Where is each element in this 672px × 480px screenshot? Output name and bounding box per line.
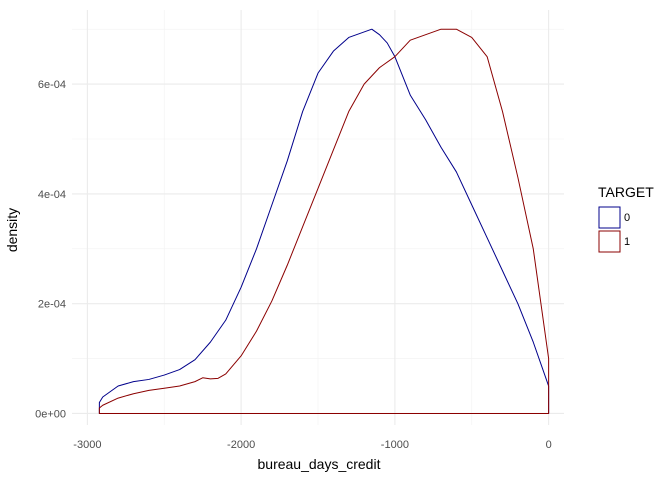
density-curve-target-0 [98, 28, 550, 414]
y-tick-label: 0e+00 [35, 408, 66, 420]
x-tick-label: -2000 [227, 439, 255, 451]
y-tick-label: 2e-04 [38, 299, 66, 311]
y-tick-label: 4e-04 [38, 189, 66, 201]
x-tick-label: 0 [546, 439, 552, 451]
x-axis-title: bureau_days_credit [258, 456, 381, 472]
grid-lines [72, 10, 564, 425]
y-axis-title: density [4, 208, 20, 252]
legend-title: TARGET [598, 184, 654, 200]
legend: TARGET 0 1 [598, 184, 654, 253]
series-layer [98, 28, 550, 414]
x-tick-label: -1000 [381, 439, 409, 451]
density-curve-target-1 [98, 28, 550, 414]
legend-label-1: 1 [624, 236, 630, 248]
x-tick-label: -3000 [73, 439, 101, 451]
legend-key-0 [598, 206, 621, 229]
legend-key-1 [598, 230, 621, 253]
legend-label-0: 0 [624, 212, 630, 224]
y-tick-label: 6e-04 [38, 79, 66, 91]
tick-labels: -3000 -2000 -1000 0 0e+00 2e-04 4e-04 6e-04 [35, 79, 552, 451]
